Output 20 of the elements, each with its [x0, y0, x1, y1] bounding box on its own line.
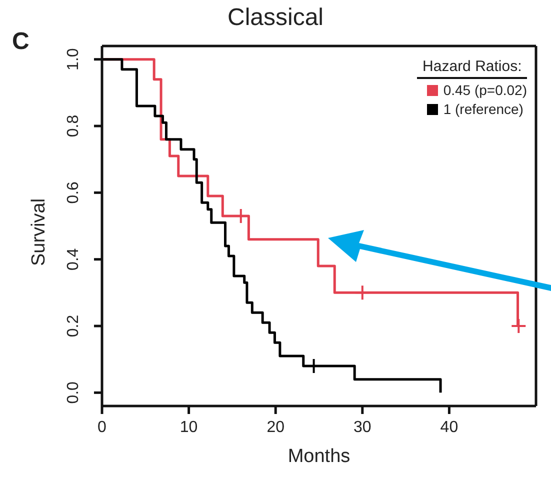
y-tick-label: 0.6: [65, 181, 82, 204]
x-tick-label: 10: [180, 419, 198, 436]
legend-label: 0.45 (p=0.02): [443, 82, 527, 98]
x-tick-label: 20: [266, 419, 285, 436]
x-tick-label: 40: [440, 419, 458, 436]
legend-title: Hazard Ratios:: [417, 58, 527, 79]
text: C: [12, 28, 30, 56]
y-tick-label: 1.0: [65, 48, 82, 70]
y-tick-label: 0.8: [65, 114, 82, 138]
legend-label: 1 (reference): [443, 101, 524, 117]
chart-title: Classical: [227, 4, 324, 31]
x-axis-title: Months: [288, 446, 350, 467]
y-axis-title: Survival: [28, 198, 50, 266]
point: [510, 318, 527, 334]
x-tick-label: 30: [354, 419, 372, 436]
point: [354, 284, 370, 301]
y-tick-label: 0.4: [65, 248, 82, 270]
y-tick-label: 0.2: [65, 314, 82, 338]
y-tick-label: 0.0: [65, 381, 82, 404]
x-tick-label: 0: [98, 419, 107, 436]
